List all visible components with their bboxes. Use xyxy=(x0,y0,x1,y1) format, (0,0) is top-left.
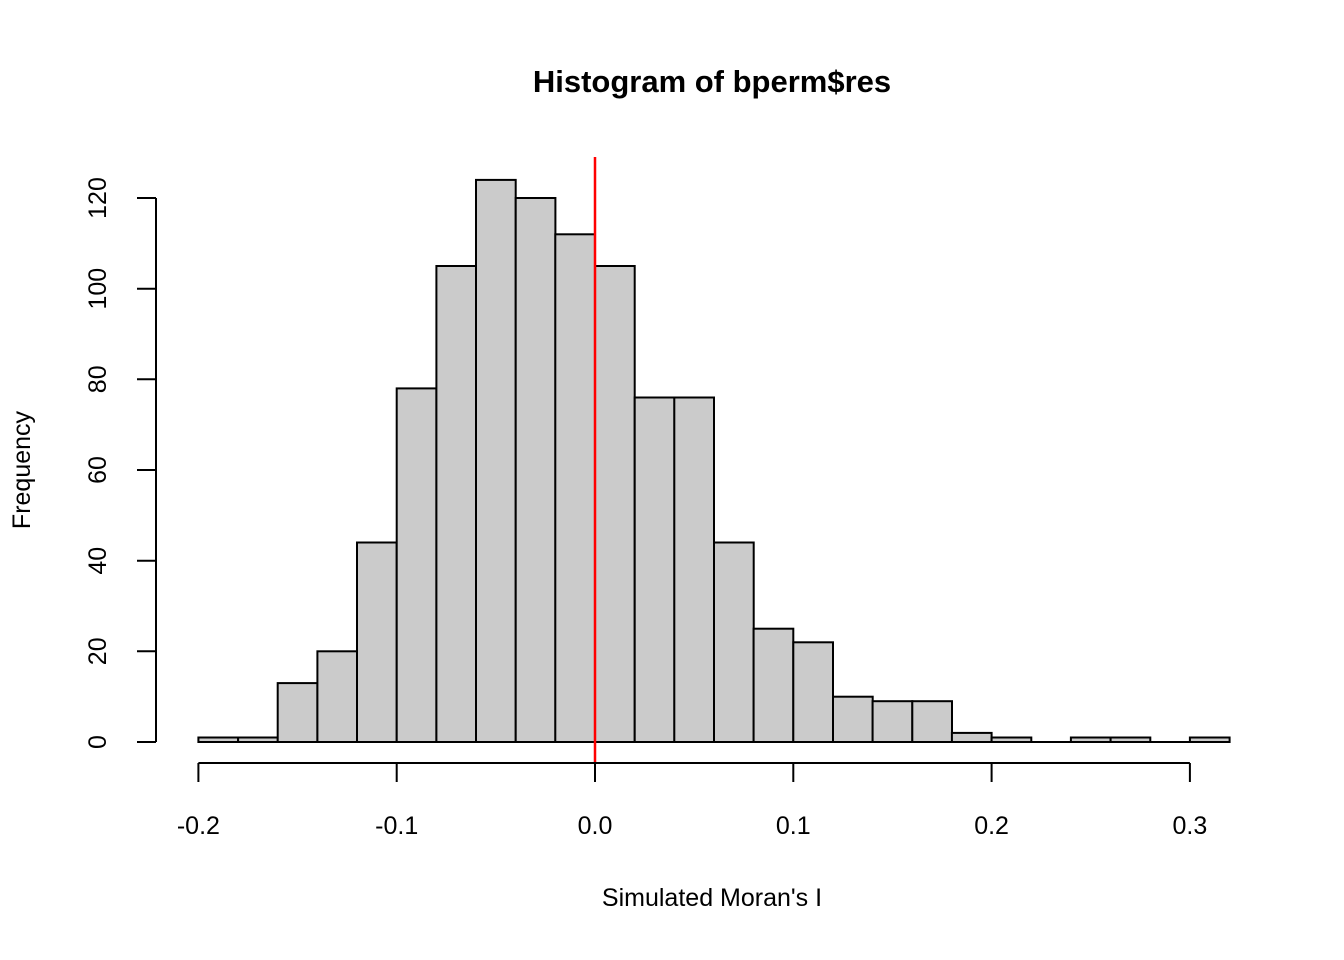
histogram-bar xyxy=(911,700,953,744)
y-tick-label: 60 xyxy=(84,456,112,484)
histogram-bar xyxy=(713,541,755,743)
histogram-bar xyxy=(435,265,478,743)
x-tick-label: -0.1 xyxy=(375,812,418,840)
y-axis: 0 20 40 60 80 100 120 xyxy=(84,177,157,749)
histogram-bar xyxy=(950,731,993,744)
histogram-bar xyxy=(356,541,398,743)
y-tick-label: 20 xyxy=(84,637,112,665)
y-tick-label: 120 xyxy=(84,177,112,219)
histogram-bar xyxy=(554,233,596,744)
histogram-bar xyxy=(475,178,517,743)
histogram-bar xyxy=(276,682,319,743)
histogram-bar xyxy=(633,396,676,743)
histogram-bar xyxy=(792,641,834,743)
x-tick-label: 0.0 xyxy=(578,812,613,840)
chart-title: Histogram of bperm$res xyxy=(533,64,891,99)
x-tick-label: 0.3 xyxy=(1173,812,1208,840)
y-tick-label: 0 xyxy=(84,735,112,749)
histogram-bar xyxy=(395,387,438,743)
x-tick-label: 0.1 xyxy=(776,812,811,840)
histogram-bar xyxy=(673,396,715,743)
y-tick-label: 40 xyxy=(84,547,112,575)
histogram-bar xyxy=(514,197,557,743)
x-tick-label: 0.2 xyxy=(974,812,1009,840)
histogram-bar xyxy=(752,627,795,744)
bars-layer xyxy=(197,178,1231,744)
histogram-bar xyxy=(594,265,636,743)
x-axis: -0.2 -0.1 0.0 0.1 0.2 0.3 xyxy=(177,762,1208,840)
x-axis-label: Simulated Moran's I xyxy=(602,884,822,912)
y-axis-label: Frequency xyxy=(8,410,36,529)
histogram-bar xyxy=(832,695,874,744)
histogram-bar xyxy=(316,650,359,743)
y-tick-label: 80 xyxy=(84,365,112,393)
y-tick-label: 100 xyxy=(84,268,112,310)
histogram-bar xyxy=(871,700,914,744)
x-tick-label: -0.2 xyxy=(177,812,220,840)
